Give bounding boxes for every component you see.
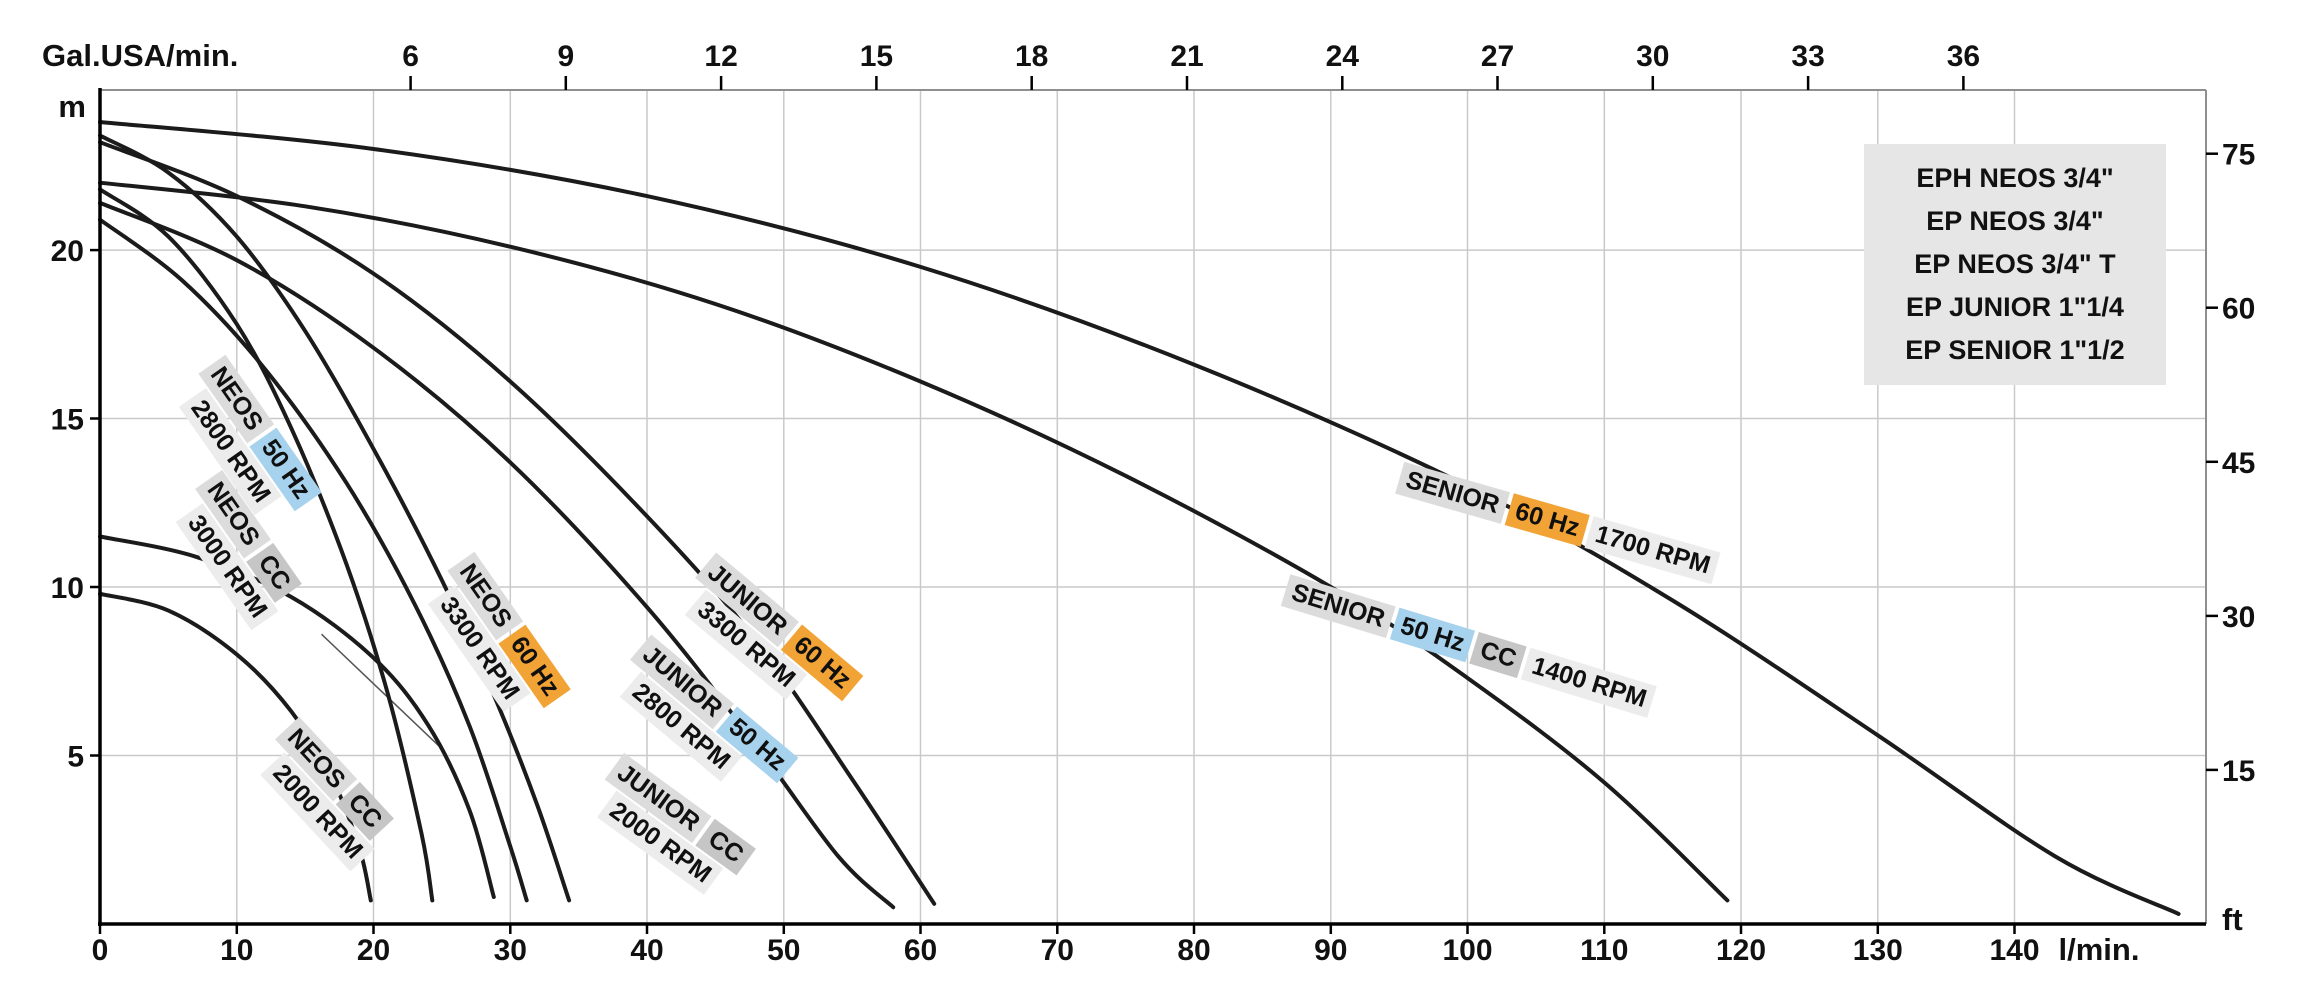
top-tick-label: 15 (860, 40, 893, 73)
x-tick-label: 100 (1442, 934, 1492, 967)
curve-senior-60-hz-1700-rpm (98, 120, 2181, 916)
right-tick-label: 60 (2222, 293, 2255, 326)
label-leader-line (320, 633, 443, 750)
legend-line: EP SENIOR 1"1/2 (1905, 335, 2125, 365)
x-tick-label: 120 (1716, 934, 1766, 967)
x-tick-label: 60 (904, 934, 937, 967)
curve-junior-cc-2000-rpm (98, 217, 529, 903)
y-tick-label: 5 (67, 741, 84, 774)
x-tick-label: 130 (1853, 934, 1903, 967)
curve-senior-50-hz-cc-1400-rpm (98, 180, 1730, 903)
x-tick-label: 20 (357, 934, 390, 967)
top-tick-label: 36 (1947, 40, 1980, 73)
x-tick-label: 80 (1177, 934, 1210, 967)
x-tick-label: 30 (494, 934, 527, 967)
curve-junior-50-hz-2800-rpm (98, 200, 896, 910)
top-tick-label: 6 (402, 40, 419, 73)
right-tick-label: 15 (2222, 755, 2255, 788)
x-tick-label: 50 (767, 934, 800, 967)
legend-line: EP NEOS 3/4" T (1914, 249, 2116, 279)
curve-neos-60-hz-3300-rpm (98, 133, 572, 903)
legend-line: EPH NEOS 3/4" (1916, 163, 2114, 193)
curve-junior-60-hz-3300-rpm (98, 140, 937, 906)
x-tick-label: 0 (92, 934, 109, 967)
legend-box: EPH NEOS 3/4" EP NEOS 3/4" EP NEOS 3/4" … (1864, 144, 2166, 385)
legend-line: EP NEOS 3/4" (1926, 206, 2104, 236)
top-tick-label: 18 (1015, 40, 1048, 73)
curve-neos-cc-2000-rpm (98, 591, 373, 903)
top-tick-label: 21 (1170, 40, 1203, 73)
top-tick-label: 33 (1791, 40, 1824, 73)
y-axis-unit: m (58, 89, 86, 124)
legend-line: EP JUNIOR 1"1/4 (1906, 292, 2124, 322)
x-tick-label: 90 (1314, 934, 1347, 967)
x-tick-label: 40 (630, 934, 663, 967)
top-tick-label: 24 (1326, 40, 1360, 73)
right-tick-label: 75 (2222, 139, 2255, 172)
right-tick-label: 45 (2222, 447, 2255, 480)
x-tick-label: 70 (1041, 934, 1074, 967)
x-tick-label: 140 (1989, 934, 2039, 967)
curve-neos-50-hz-2800-rpm (98, 187, 435, 903)
x-axis-unit: l/min. (2059, 932, 2140, 967)
top-axis-unit: Gal.USA/min. (42, 38, 238, 73)
y-tick-label: 20 (51, 235, 84, 268)
right-axis-unit: ft (2222, 902, 2243, 937)
top-tick-label: 27 (1481, 40, 1514, 73)
top-tick-label: 12 (704, 40, 737, 73)
x-tick-label: 110 (1580, 934, 1628, 967)
top-tick-label: 9 (557, 40, 574, 73)
y-tick-label: 15 (51, 404, 84, 437)
top-tick-label: 30 (1636, 40, 1669, 73)
right-tick-label: 30 (2222, 601, 2255, 634)
x-tick-label: 10 (220, 934, 253, 967)
y-tick-label: 10 (51, 572, 84, 605)
